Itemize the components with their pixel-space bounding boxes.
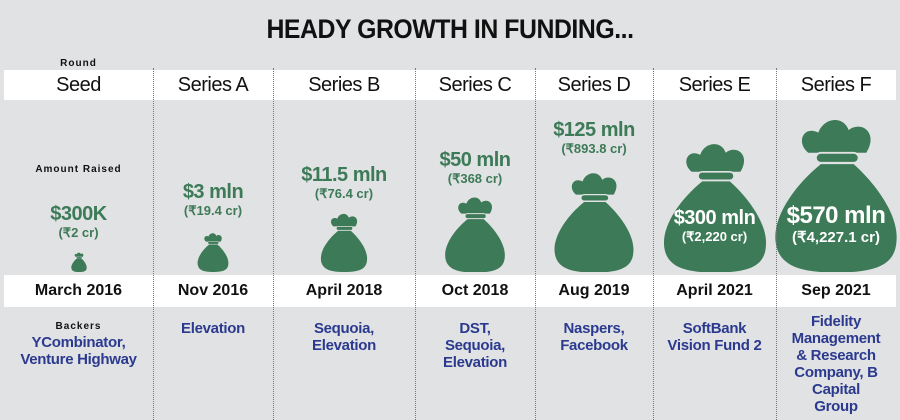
round-name: Series E xyxy=(678,74,751,96)
round-column: Series F $570 mln (₹4,227.1 cr) Sep 2021… xyxy=(775,0,897,420)
amount-usd: $50 mln xyxy=(439,149,511,171)
round-column: Series C $50 mln (₹368 cr) Oct 2018 DST,… xyxy=(415,0,535,420)
amount-inr: (₹2 cr) xyxy=(58,225,99,240)
amount-inr: (₹4,227.1 cr) xyxy=(792,229,880,246)
money-bag-icon xyxy=(775,119,897,272)
round-name: Series A xyxy=(177,74,249,96)
round-date: Oct 2018 xyxy=(441,282,509,299)
amount-inr: (₹19.4 cr) xyxy=(183,203,243,218)
amount-raised: $300 mln (₹2,220 cr) xyxy=(653,208,776,243)
amount-raised: $125 mln (₹893.8 cr) xyxy=(535,120,653,155)
column-divider xyxy=(153,68,154,420)
round-name: Series D xyxy=(557,74,631,96)
backers: Naspers, Facebook xyxy=(560,320,628,354)
amount-usd: $125 mln xyxy=(553,119,635,141)
money-bag-icon xyxy=(445,196,505,272)
round-name: Seed xyxy=(56,74,101,96)
backers: Elevation xyxy=(181,320,245,337)
amount-raised: $3 mln (₹19.4 cr) xyxy=(153,182,273,217)
amount-raised: $570 mln (₹4,227.1 cr) xyxy=(776,202,896,246)
backers: Sequoia, Elevation xyxy=(312,320,376,354)
date-band xyxy=(4,275,896,307)
amount-label: Amount Raised xyxy=(35,164,122,175)
money-bag-icon xyxy=(70,252,87,272)
chart-title: HEADY GROWTH IN FUNDING... xyxy=(266,14,634,44)
amount-usd: $3 mln xyxy=(182,181,244,203)
backers-label: Backers xyxy=(55,321,102,332)
backers: SoftBank Vision Fund 2 xyxy=(667,320,762,354)
amount-usd: $11.5 mln xyxy=(301,164,387,186)
round-date: Aug 2019 xyxy=(558,282,630,299)
amount-inr: (₹2,220 cr) xyxy=(681,229,748,244)
column-divider xyxy=(776,68,777,420)
column-divider xyxy=(273,68,274,420)
round-name: Series C xyxy=(438,74,512,96)
backers: DST, Sequoia, Elevation xyxy=(443,320,507,371)
amount-usd: $570 mln xyxy=(786,202,886,229)
round-date: April 2018 xyxy=(305,282,383,299)
amount-raised: $11.5 mln (₹76.4 cr) xyxy=(273,165,415,200)
round-date: Sep 2021 xyxy=(801,282,871,299)
amount-inr: (₹76.4 cr) xyxy=(314,186,374,201)
round-column: Series D $125 mln (₹893.8 cr) Aug 2019 N… xyxy=(535,0,653,420)
backers: Fidelity Management & Research Company, … xyxy=(791,313,881,415)
round-column: Series E $300 mln (₹2,220 cr) April 2021… xyxy=(653,0,776,420)
amount-raised: $50 mln (₹368 cr) xyxy=(415,150,535,185)
round-column: Series B $11.5 mln (₹76.4 cr) April 2018… xyxy=(273,0,415,420)
round-date: Nov 2016 xyxy=(177,282,249,299)
column-divider xyxy=(535,68,536,420)
round-column: Round Amount Raised Backers Seed $300K (… xyxy=(4,0,153,420)
column-divider xyxy=(415,68,416,420)
money-bag-icon xyxy=(197,233,229,272)
round-date: April 2021 xyxy=(676,282,753,299)
backers: YCombinator, Venture Highway xyxy=(20,334,137,368)
amount-usd: $300K xyxy=(50,203,107,225)
amount-raised: $300K (₹2 cr) xyxy=(4,204,153,239)
amount-usd: $300 mln xyxy=(673,207,756,229)
column-divider xyxy=(653,68,654,420)
money-bag-icon xyxy=(663,143,766,272)
amount-inr: (₹368 cr) xyxy=(447,171,503,186)
round-column: Series A $3 mln (₹19.4 cr) Nov 2016 Elev… xyxy=(153,0,273,420)
money-bag-icon xyxy=(554,172,634,272)
amount-inr: (₹893.8 cr) xyxy=(561,141,627,156)
round-date: March 2016 xyxy=(34,282,123,299)
round-name: Series F xyxy=(800,74,872,96)
round-band xyxy=(4,70,896,100)
round-name: Series B xyxy=(308,74,380,96)
money-bag-icon xyxy=(320,213,368,272)
round-label: Round xyxy=(60,58,97,69)
